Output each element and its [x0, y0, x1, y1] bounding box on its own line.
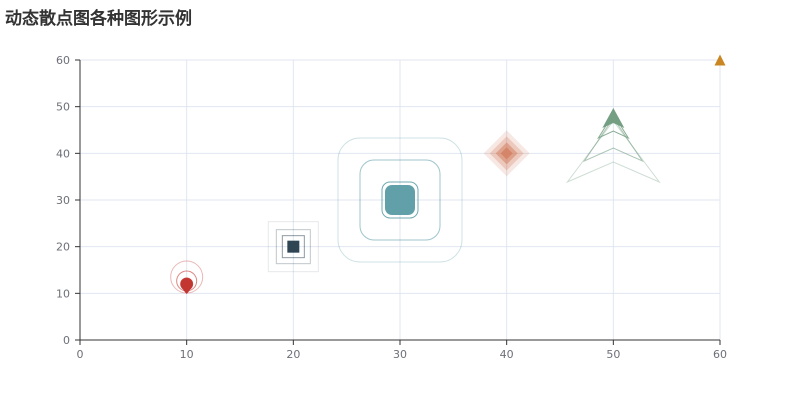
y-tick-label: 30: [56, 194, 70, 207]
scatter-point-rect[interactable]: [267, 221, 319, 273]
y-tick-label: 60: [56, 54, 70, 67]
x-tick-label: 30: [393, 348, 407, 361]
ripple-ring: [337, 137, 463, 263]
x-tick-label: 60: [713, 348, 727, 361]
axes: [75, 59, 721, 345]
chart-title: 动态散点图各种图形示例: [5, 9, 192, 29]
ripple-ring: [275, 229, 311, 265]
scatter-point-triangle[interactable]: [714, 54, 726, 66]
ripple-ring: [281, 235, 305, 259]
tick-labels: 0 10 20 30 40 50 60 0 10 20 30 40 50 60: [56, 54, 727, 361]
scatter-point-diamond[interactable]: [483, 130, 530, 177]
scatter-point-roundRect[interactable]: [337, 137, 463, 263]
ripple-ring: [597, 113, 630, 140]
diamond-marker: [500, 147, 513, 160]
x-tick-label: 10: [180, 348, 194, 361]
arrow-marker: [602, 108, 625, 128]
y-tick-label: 50: [56, 101, 70, 114]
y-tick-label: 40: [56, 147, 70, 160]
roundrect-marker: [385, 185, 415, 215]
y-tick-label: 10: [56, 287, 70, 300]
ripple-ring: [359, 159, 441, 241]
x-tick-label: 20: [286, 348, 300, 361]
y-tick-label: 20: [56, 241, 70, 254]
ripple-ring: [565, 120, 661, 184]
x-tick-label: 40: [500, 348, 514, 361]
scatter-point-pin[interactable]: [170, 260, 204, 294]
ripple-ring: [381, 181, 419, 219]
pin-marker: [180, 278, 193, 294]
ripple-ring: [267, 221, 319, 273]
ripple-ring: [582, 117, 644, 163]
x-tick-label: 50: [606, 348, 620, 361]
triangle-marker: [714, 54, 726, 66]
y-tick-label: 0: [63, 334, 70, 347]
data-points[interactable]: [170, 54, 726, 295]
rect-marker: [287, 240, 300, 253]
scatter-point-arrow[interactable]: [565, 108, 661, 184]
x-tick-label: 0: [77, 348, 84, 361]
